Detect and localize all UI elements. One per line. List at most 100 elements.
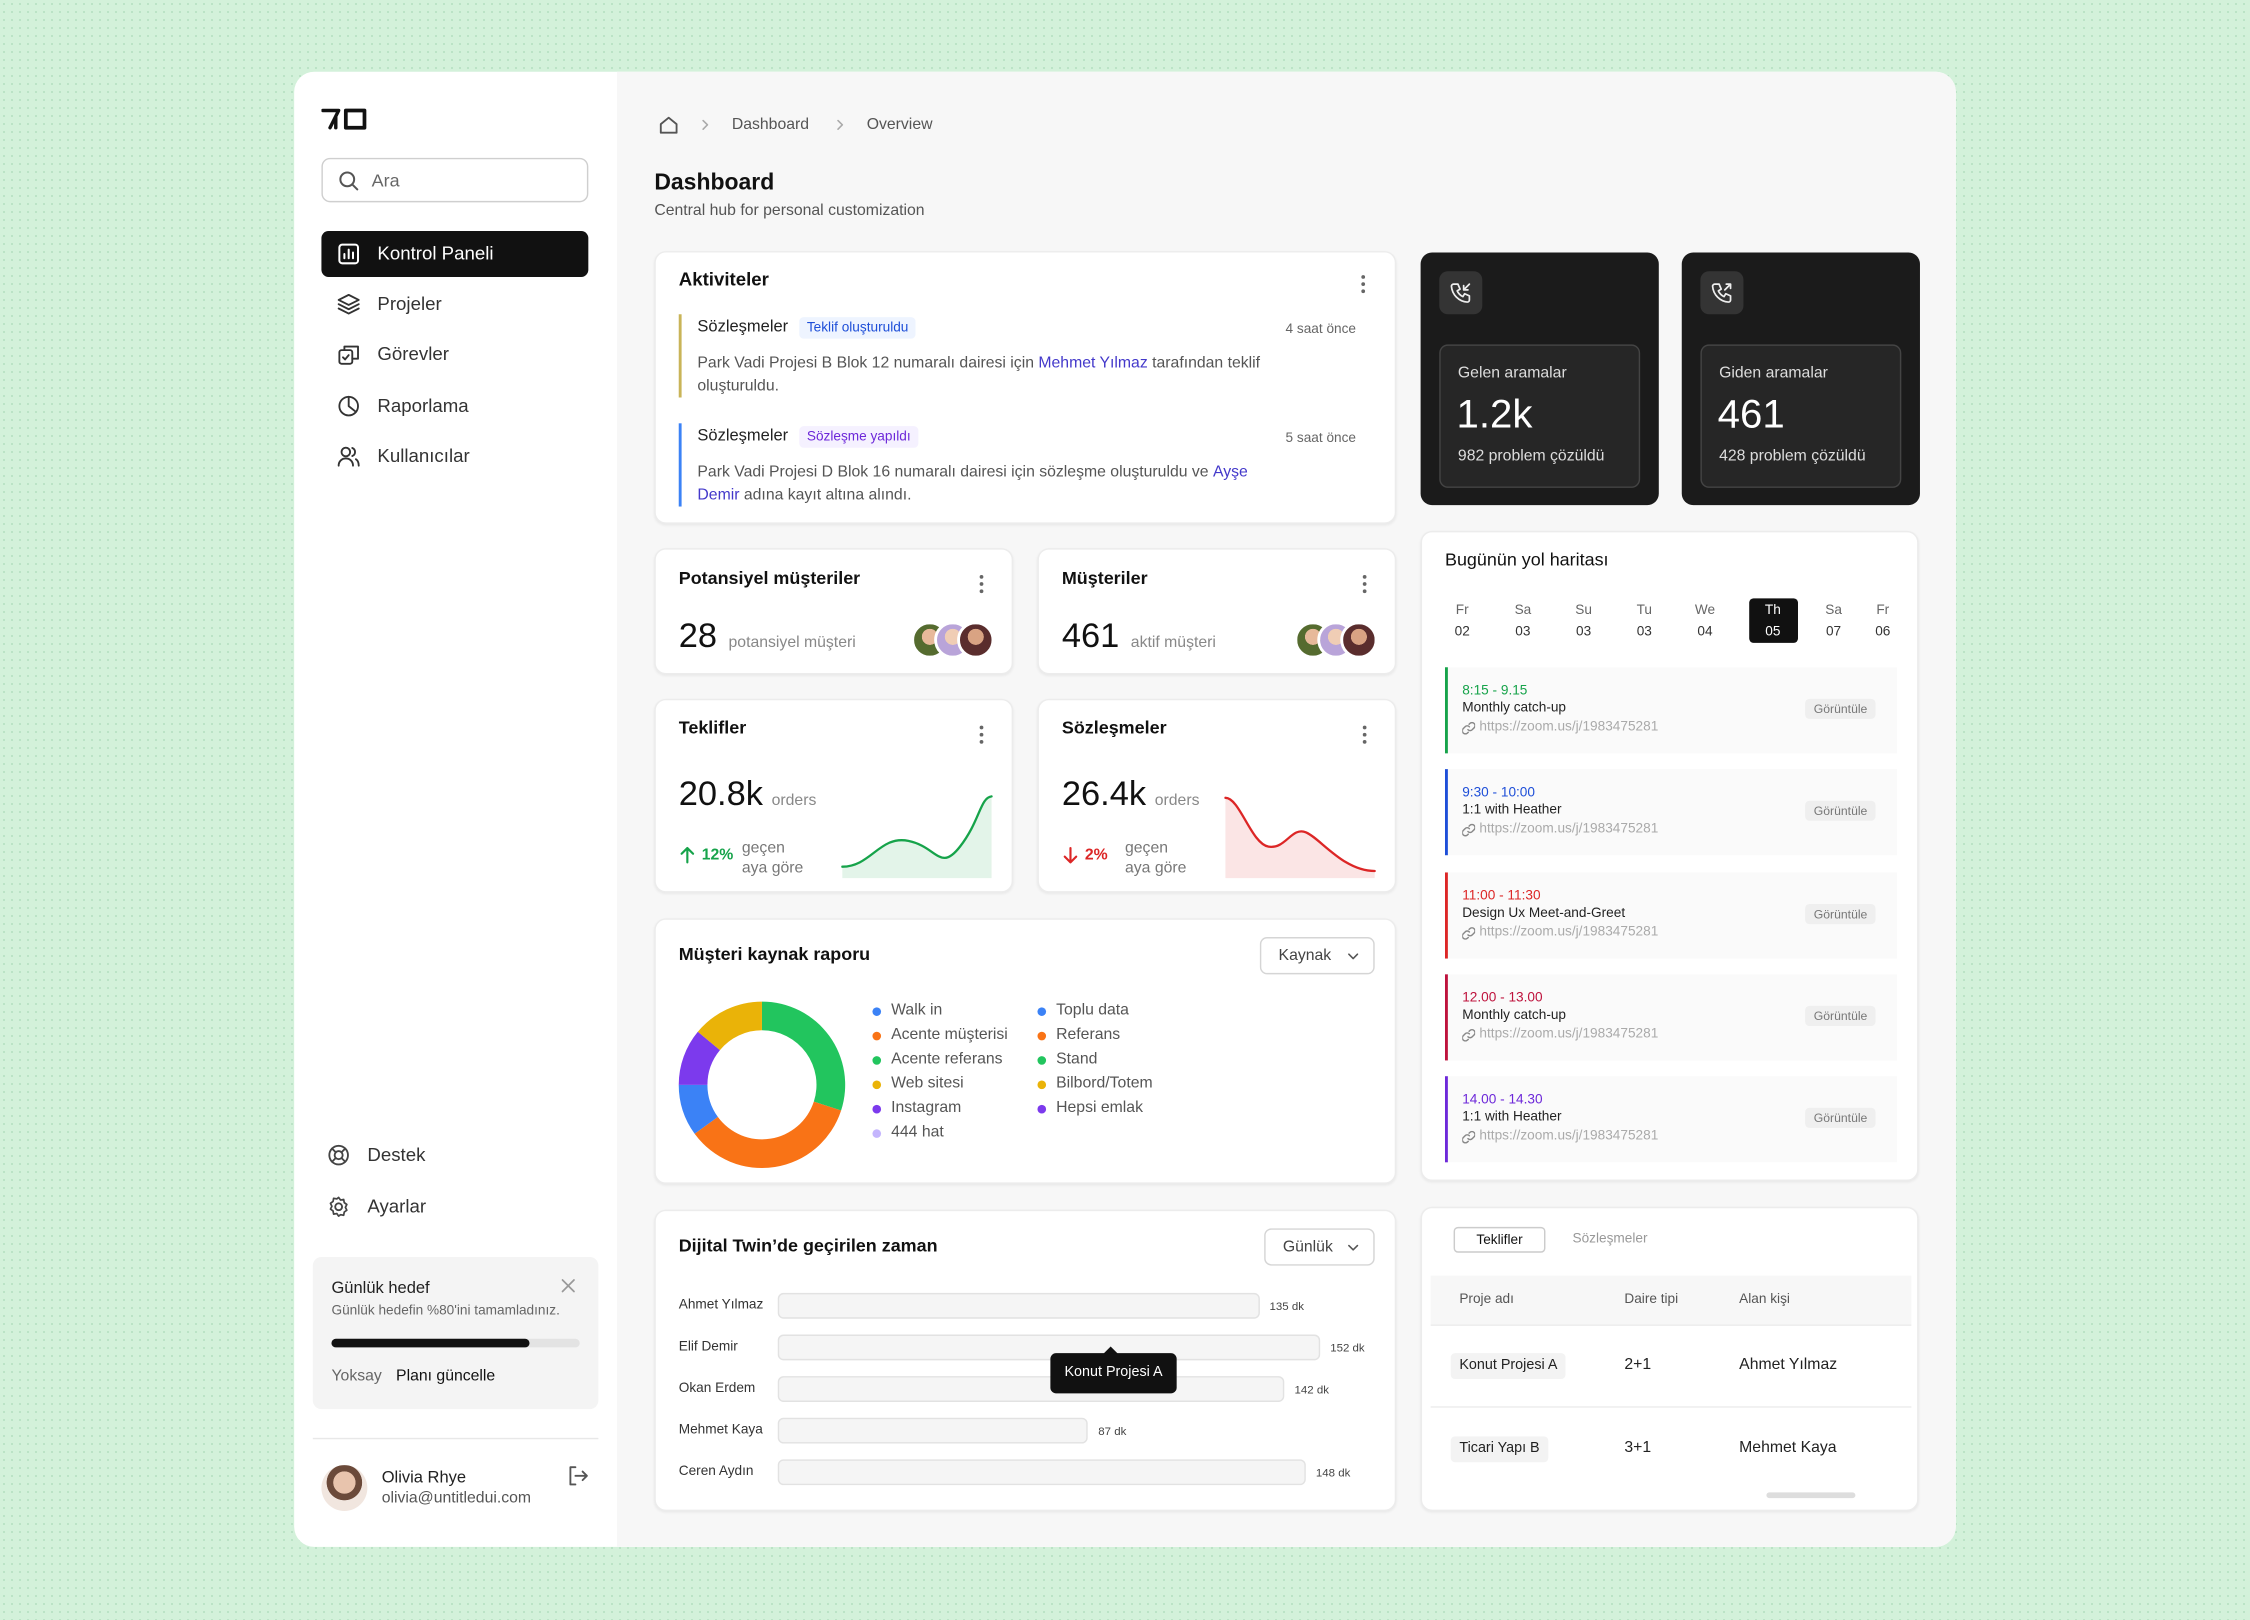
day-item[interactable]: Fr 06: [1858, 598, 1907, 642]
icon-part: [979, 732, 984, 737]
icon-part: [321, 108, 341, 130]
bar-label: Mehmet Kaya: [678, 1422, 763, 1438]
nav-item[interactable]: Kullanıcılar: [321, 433, 588, 479]
icon-part: [1362, 740, 1367, 744]
nav-item[interactable]: Projeler: [321, 281, 588, 327]
stat-card: Potansiyel müşteriler 28 potansiyel müşter…: [654, 548, 1014, 675]
close-button[interactable]: [561, 1279, 575, 1293]
event-link[interactable]: https://zoom.us/j/1983475281: [1479, 1025, 1659, 1042]
update-button[interactable]: Planı güncelle: [396, 1367, 496, 1385]
day-item[interactable]: We 04: [1681, 598, 1730, 642]
bottom-nav-item[interactable]: Destek: [321, 1139, 588, 1171]
nav-item[interactable]: Raporlama: [321, 383, 588, 429]
legend-dot: [872, 1080, 882, 1090]
day-item[interactable]: Su 03: [1559, 598, 1608, 642]
view-button[interactable]: Görüntüle: [1805, 698, 1876, 720]
day-name: Tu: [1636, 602, 1652, 619]
activity-text-part: Park Vadi Projesi D Blok 16 numaralı dai…: [697, 463, 1213, 481]
day-item[interactable]: Th 05: [1748, 598, 1798, 643]
tab[interactable]: Sözleşmeler: [1572, 1231, 1648, 1247]
breadcrumb-item[interactable]: Dashboard: [731, 116, 810, 134]
icon-part: [979, 589, 984, 594]
legend-label: Walk in: [891, 1001, 943, 1019]
more-button[interactable]: [977, 725, 986, 745]
donut-segment: [761, 1001, 846, 1111]
day-item[interactable]: Sa 07: [1809, 598, 1858, 642]
icon-part: [574, 1470, 588, 1482]
icon-part: [1362, 732, 1367, 737]
table-header: [1430, 1275, 1912, 1325]
activity-person[interactable]: Ayşe Demir: [697, 463, 1248, 504]
day-item[interactable]: Fr 02: [1438, 598, 1487, 642]
call-note: 428 problem çözüldü: [1719, 447, 1866, 465]
trend-row: 20.8k orders: [679, 775, 817, 816]
bar: [777, 1459, 1306, 1486]
activity-person[interactable]: Mehmet Yılmaz: [1038, 354, 1148, 372]
event-link[interactable]: https://zoom.us/j/1983475281: [1479, 718, 1659, 735]
nav-item[interactable]: Kontrol Paneli: [321, 231, 589, 277]
divider: [312, 1437, 599, 1440]
legend-dot: [872, 1056, 882, 1065]
page-subtitle: Central hub for personal customization: [654, 202, 925, 220]
activity-tag: Teklif oluşturuldu: [799, 317, 916, 340]
icon-part: [331, 1147, 347, 1163]
avatar: [1340, 621, 1378, 659]
call-stats: Gelen aramalar 1.2k 982 problem çözüldü: [1439, 344, 1641, 488]
day-date: 04: [1697, 624, 1713, 640]
activity-header: Sözleşmeler Teklif oluşturuldu: [697, 317, 916, 340]
tabs: Teklifler Sözleşmeler: [1453, 1225, 1669, 1254]
icon-part: [329, 1196, 348, 1217]
dropdown[interactable]: Kaynak: [1259, 937, 1375, 975]
day-item[interactable]: Tu 03: [1620, 598, 1669, 642]
icon-part: [347, 395, 357, 413]
breadcrumb-separator: [700, 119, 710, 130]
table-cell: Ahmet Yılmaz: [1739, 1356, 1838, 1374]
view-button[interactable]: Görüntüle: [1805, 1108, 1876, 1129]
activity-bar: [678, 423, 682, 507]
legend-label: Stand: [1056, 1050, 1098, 1068]
breadcrumb-item[interactable]: Overview: [866, 116, 933, 134]
legend-dot: [872, 1031, 882, 1041]
activity-text-part: Park Vadi Projesi B Blok 12 numaralı dai…: [697, 354, 1039, 372]
more-button[interactable]: [1359, 274, 1368, 294]
nav-item[interactable]: Görevler: [321, 331, 588, 377]
nav-icon: [337, 395, 360, 418]
icon-part: [1462, 926, 1476, 940]
view-button[interactable]: Görüntüle: [1805, 1005, 1876, 1027]
icon-part: [343, 108, 367, 130]
more-button[interactable]: [1360, 574, 1369, 594]
bottom-nav-item[interactable]: Ayarlar: [321, 1191, 588, 1223]
more-button[interactable]: [977, 574, 986, 594]
call-card: Giden aramalar 461 428 problem çözüldü: [1681, 252, 1920, 506]
day-item[interactable]: Sa 03: [1499, 598, 1548, 642]
stat-row: 461 aktif müşteri: [1062, 617, 1216, 658]
trend-value: 20.8k: [678, 774, 763, 814]
icon-part: [1362, 725, 1367, 744]
search-box[interactable]: Ara: [321, 157, 589, 203]
event-link[interactable]: https://zoom.us/j/1983475281: [1479, 821, 1659, 838]
view-button[interactable]: Görüntüle: [1805, 801, 1876, 822]
goal-box: Günlük hedef Günlük hedefin %80'ini tamam…: [312, 1257, 599, 1410]
more-button[interactable]: [1360, 725, 1369, 745]
icon-part: [837, 119, 844, 130]
bar: [777, 1417, 1089, 1444]
day-date: 07: [1825, 624, 1842, 640]
sparkline: [839, 792, 997, 879]
tab[interactable]: Teklifler: [1453, 1226, 1546, 1253]
event-link[interactable]: https://zoom.us/j/1983475281: [1479, 1128, 1659, 1144]
icon-part: [1711, 283, 1732, 303]
legend-label: Referans: [1056, 1025, 1121, 1044]
dropdown-label: Günlük: [1282, 1238, 1333, 1256]
event-link[interactable]: https://zoom.us/j/1983475281: [1479, 923, 1659, 940]
call-icon: [1700, 271, 1744, 315]
logout-button[interactable]: [567, 1465, 589, 1487]
nav-label: Ayarlar: [367, 1195, 427, 1217]
dismiss-button[interactable]: Yoksay: [331, 1367, 382, 1385]
home-icon[interactable]: [659, 115, 679, 135]
view-button[interactable]: Görüntüle: [1805, 903, 1876, 924]
event-title: Design Ux Meet-and-Greet: [1462, 904, 1626, 921]
nav-label: Projeler: [377, 292, 442, 315]
icon-part: [837, 119, 844, 130]
table-cell: 3+1: [1624, 1439, 1652, 1457]
dropdown[interactable]: Günlük: [1264, 1228, 1375, 1266]
